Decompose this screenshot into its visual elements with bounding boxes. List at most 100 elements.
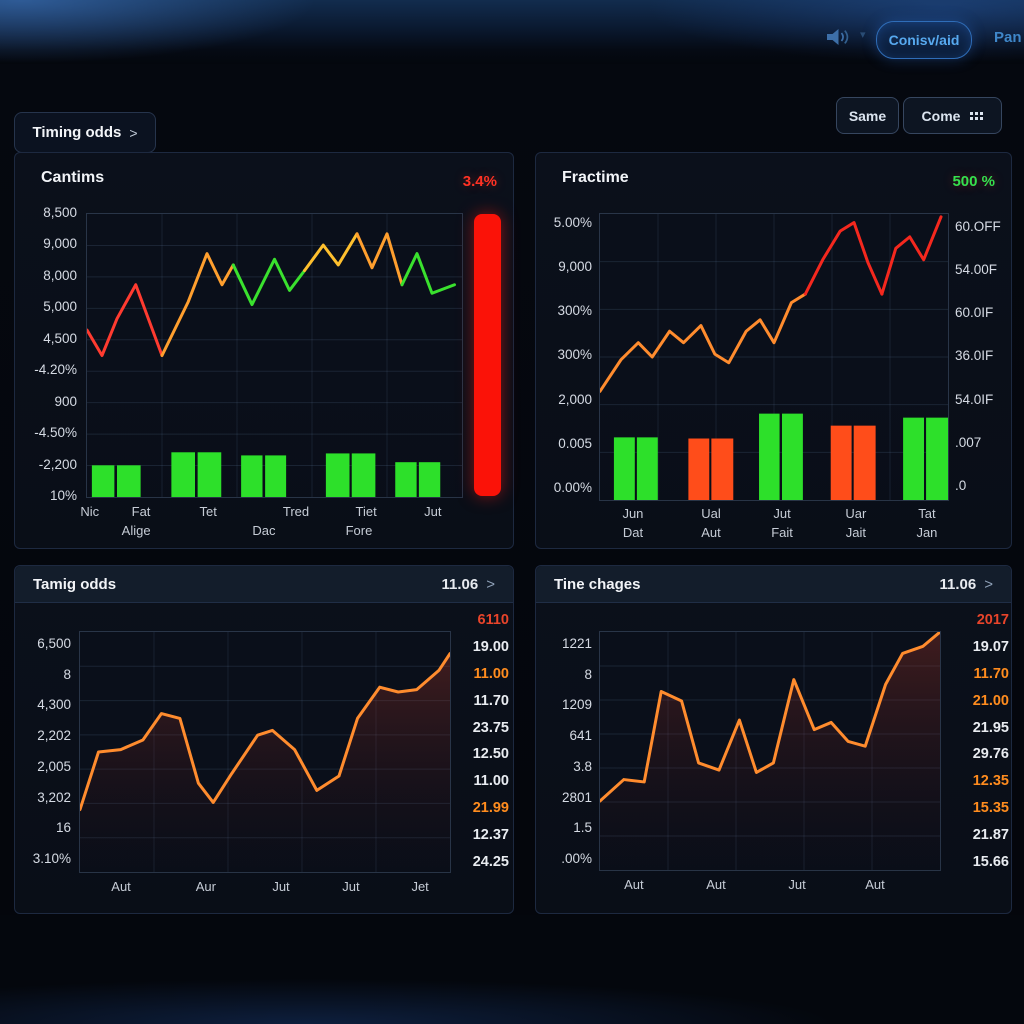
series-value: 24.25 [472,853,509,870]
series-value: 21.00 [972,692,1009,709]
x-axis-label: Jut [788,877,806,892]
y-axis-label: 3.8 [573,758,592,774]
y-axis-label: 9,000 [43,236,77,252]
y-axis-label: 3,202 [37,789,71,805]
x-axis-label: Jut [424,504,442,519]
x-axis: Aut Aut Jut Aut [599,877,941,897]
fractime-chart [599,213,949,501]
come-button[interactable]: Come [903,97,1002,134]
y-axis-label: 0.005 [558,435,592,451]
y-axis-label: -4.50% [34,425,77,441]
chevron-right-icon: > [486,575,495,593]
y-axis-label: 8,000 [43,267,77,283]
tine-chages-chart [599,631,941,871]
series-value: 11.70 [473,692,510,709]
series-value: 23.75 [472,719,509,736]
y-axis-right-label: 54.00F [955,262,998,278]
value-list: 2017 19.07 11.70 21.00 21.95 29.76 12.35 15.35 2… [934,612,1009,870]
timing-odds-label: Timing odds [32,124,122,141]
same-label: Same [848,107,887,124]
series-value: 21.99 [472,800,509,817]
y-axis-label: 2,202 [37,728,71,744]
header-value[interactable]: 11.06 > [940,576,993,593]
x-axis-label: Jait [845,525,867,540]
x-axis-label: Uar [845,506,867,521]
series-value: 11.00 [473,665,510,682]
panel-title: Tamig odds [33,575,117,593]
caret-icon: ▾ [860,29,866,41]
header-value[interactable]: 11.06 > [442,576,495,593]
y-axis-label: 900 [54,393,77,409]
series-value: 19.00 [472,638,509,655]
x-axis-label: Jan [916,525,938,540]
speaker-icon[interactable] [826,26,852,48]
grid-icon [970,111,984,120]
x-axis: Jun Dat Ual Aut Jut Fait Uar Jait Tat Jan [599,506,949,546]
taming-odds-chart [79,631,451,873]
x-axis-label: Fat [131,504,151,519]
series-value: 11.00 [473,773,510,790]
timing-odds-button[interactable]: Timing odds > [14,112,156,153]
panel-header: Tine chages 11.06 > [536,566,1011,603]
y-axis: 6,500 8 4,300 2,202 2,005 3,202 16 3.10% [15,636,71,866]
y-axis-right: 60.OFF 54.00F 60.0IF 36.0IF 54.0IF .007 .0 [955,219,1011,493]
y-axis-label: 300% [557,303,592,319]
x-axis-label: Jut [773,506,791,521]
x-axis-label: Tet [199,504,217,519]
x-axis: Aut Aur Jut Jut Jet [79,879,451,899]
y-axis-label: 16 [55,820,71,836]
y-axis-label: 10% [49,487,77,503]
x-axis-label: Jut [272,879,290,894]
cantims-chart [86,213,463,498]
y-axis-label: 2,000 [558,391,592,407]
series-value: 29.76 [972,746,1009,763]
series-value: 15.66 [972,853,1009,870]
panel-tine-chages: Tine chages 11.06 > 1221 8 1209 641 3.8 2801 1… [535,565,1012,914]
primary-action-button[interactable]: Conisv/aid [876,21,972,59]
panel-title: Cantims [41,169,105,186]
y-axis-label: -2,200 [38,456,77,472]
y-axis-label: 8,500 [43,205,77,220]
x-axis-label: Alige [121,523,151,538]
panel-cantims: Cantims 3.4% 8,500 9,000 8,000 5,000 4,500 -4… [14,152,514,549]
panel-taming-odds: Tamig odds 11.06 > 6,500 8 4,300 2,202 2,005… [14,565,514,914]
same-button[interactable]: Same [836,97,899,134]
panel-fractime: Fractime 500 % 5.00% 9,000 300% 300% 2,000 0.… [535,152,1012,549]
pan-link[interactable]: Pan [994,29,1022,46]
y-axis-right-label: 60.0IF [955,305,994,321]
chevron-right-icon: > [984,575,993,593]
series-value: 6110 [477,612,509,628]
x-axis-label: Aut [624,877,644,892]
series-value: 19.07 [972,638,1009,655]
series-value: 2017 [976,612,1009,628]
x-axis-label: Nic [80,504,100,519]
panel-title: Tine chages [554,575,641,593]
y-axis-label: 641 [569,728,592,744]
x-axis-label: Tred [282,504,310,519]
highlight-bar [474,214,501,496]
y-axis-label: 8 [63,666,71,682]
y-axis-label: 2801 [561,789,592,805]
y-axis-label: 1221 [561,636,592,651]
series-value: 11.70 [973,665,1010,682]
y-axis-label: 1209 [561,697,592,713]
series-value: 12.50 [472,746,509,763]
y-axis-label: 9,000 [558,259,592,275]
y-axis-label: 1.5 [573,820,592,836]
panel-title: Fractime [562,169,629,186]
value-text: 11.06 [939,575,977,593]
bottom-glow [0,914,1024,1024]
x-axis-label: Aur [195,879,216,894]
y-axis-label: 4,500 [43,330,77,346]
series-value: 12.35 [972,773,1009,790]
x-axis-label: Jet [411,879,429,894]
value-list: 6110 19.00 11.00 11.70 23.75 12.50 11.00 21.99 1… [423,612,509,870]
x-axis-label: Fait [771,525,793,540]
x-axis: Nic Fat Alige Tet Dac Tred Tiet Fore Jut [80,504,463,544]
x-axis-label: Tiet [355,504,377,519]
value-text: 11.06 [441,575,479,593]
y-axis-label: 5.00% [553,215,592,230]
y-axis: 5.00% 9,000 300% 300% 2,000 0.005 0.00% [536,215,592,495]
y-axis-label: 300% [557,347,592,363]
